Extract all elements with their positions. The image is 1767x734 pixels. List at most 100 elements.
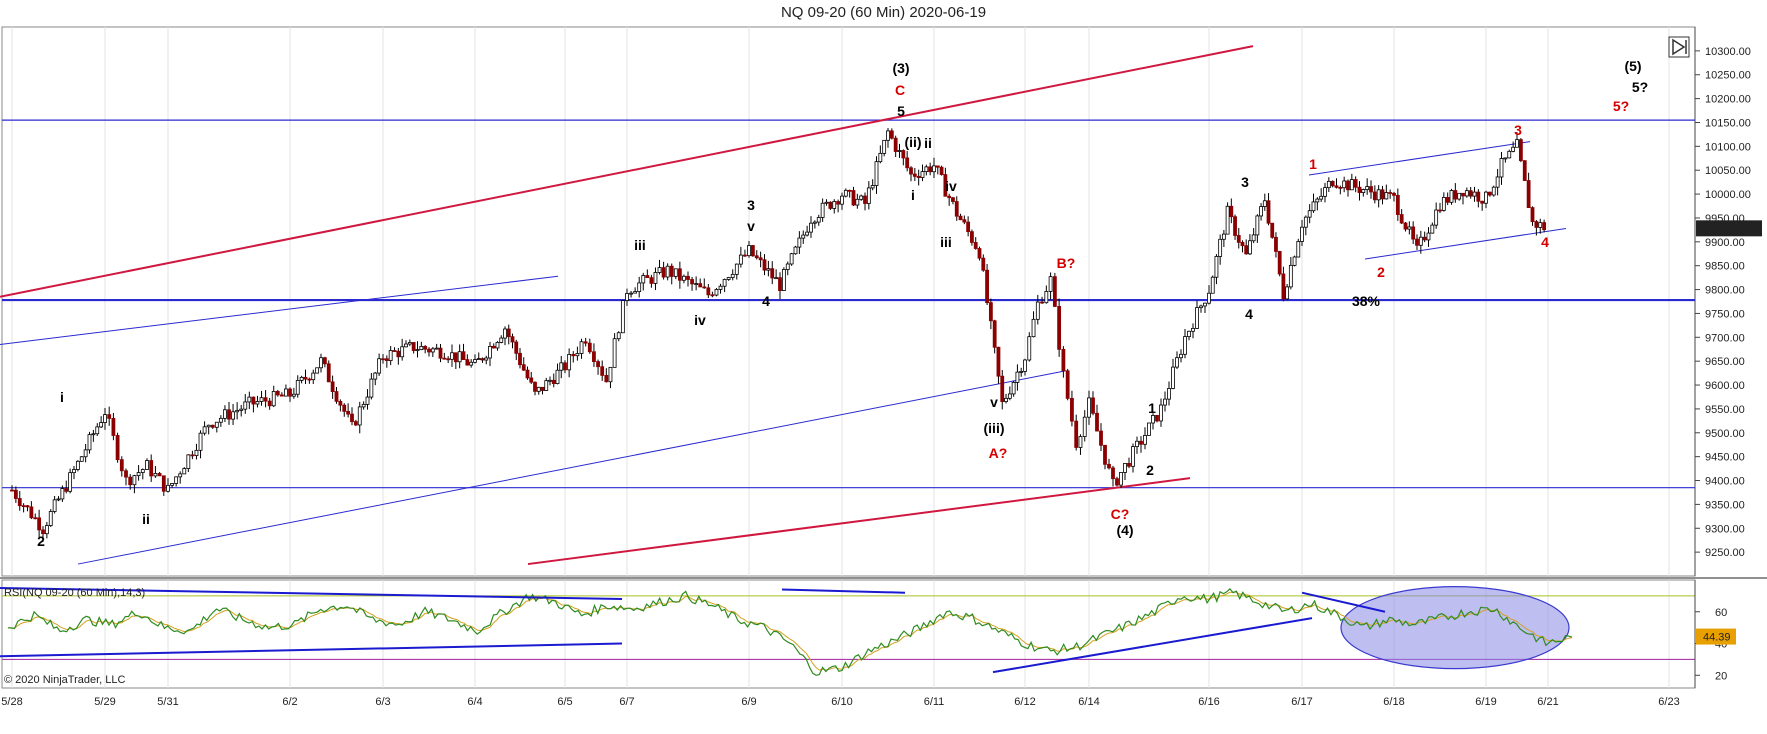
price-candle xyxy=(1044,291,1049,304)
price-candle xyxy=(1040,301,1044,304)
price-candle xyxy=(161,475,166,492)
wave-label: C xyxy=(895,82,905,98)
price-candle xyxy=(657,267,662,273)
price-candle xyxy=(805,231,810,236)
price-candle xyxy=(843,189,848,197)
x-tick-label: 6/17 xyxy=(1291,696,1312,708)
price-candle xyxy=(17,498,22,507)
price-candle xyxy=(1491,186,1496,196)
price-candle xyxy=(87,434,92,451)
price-candle xyxy=(661,267,666,278)
price-candle xyxy=(1418,236,1423,246)
price-candle xyxy=(633,291,638,294)
wave-label: 2 xyxy=(1146,462,1154,478)
price-candle xyxy=(629,292,633,295)
price-candle xyxy=(809,222,813,233)
price-candle xyxy=(962,219,967,223)
x-tick-label: 5/31 xyxy=(157,696,178,708)
price-candle xyxy=(996,346,1001,377)
price-candle xyxy=(928,166,933,173)
price-candle xyxy=(400,346,405,358)
price-candle xyxy=(430,348,435,353)
price-candle xyxy=(415,349,420,352)
price-candle xyxy=(939,166,944,175)
price-candle xyxy=(365,396,370,405)
price-candle xyxy=(322,357,327,365)
price-candle xyxy=(981,257,986,271)
price-candle xyxy=(637,282,642,292)
price-candle xyxy=(1011,382,1016,395)
price-candle xyxy=(1392,192,1396,196)
price-candle xyxy=(334,391,339,402)
price-candle xyxy=(828,201,833,209)
y-tick-label: 9250.00 xyxy=(1705,547,1745,559)
price-candle xyxy=(958,215,963,221)
price-candle xyxy=(291,393,296,397)
price-candle xyxy=(1023,359,1027,372)
y-tick-label: 10050.00 xyxy=(1705,165,1751,177)
price-candle xyxy=(140,469,145,473)
price-candle xyxy=(1082,416,1087,437)
price-candle xyxy=(115,435,120,461)
price-candle xyxy=(533,381,537,392)
price-candle xyxy=(37,517,42,531)
price-candle xyxy=(1346,180,1350,191)
wave-label: iv xyxy=(945,178,957,194)
price-candle xyxy=(357,406,362,426)
price-candle xyxy=(279,394,284,397)
price-candle xyxy=(1296,241,1301,258)
price-candle xyxy=(820,202,825,218)
y-tick-label: 9600.00 xyxy=(1705,380,1745,392)
price-candle xyxy=(1229,205,1234,218)
price-candle xyxy=(1107,463,1111,469)
price-candle xyxy=(1369,186,1373,193)
y-tick-label: 9750.00 xyxy=(1705,308,1745,320)
price-pane xyxy=(1,26,1696,577)
rsi-trendline xyxy=(992,617,1313,674)
price-candle xyxy=(706,287,711,296)
price-candle xyxy=(1151,414,1155,424)
price-candle xyxy=(124,470,128,478)
price-candle xyxy=(239,408,244,411)
price-candle xyxy=(10,489,14,492)
wave-label: i xyxy=(60,389,64,405)
price-candle xyxy=(905,157,910,169)
price-candle xyxy=(943,174,948,197)
price-candle xyxy=(1461,192,1465,197)
price-candle xyxy=(1399,214,1404,224)
price-candle xyxy=(1225,205,1230,235)
wave-label: 2 xyxy=(37,533,45,549)
rsi-trendline xyxy=(0,642,623,658)
price-candle xyxy=(992,320,997,348)
price-candle xyxy=(816,217,821,223)
price-candle xyxy=(1191,327,1195,332)
price-candle xyxy=(690,279,694,285)
wave-label: 3 xyxy=(1241,174,1249,190)
price-candle xyxy=(1281,273,1286,300)
price-candle xyxy=(682,275,686,281)
price-candle xyxy=(536,386,541,392)
price-candle xyxy=(988,302,993,322)
price-candle xyxy=(1511,146,1516,152)
price-candle xyxy=(1143,435,1147,445)
y-tick-label: 10250.00 xyxy=(1705,70,1751,82)
price-candle xyxy=(33,517,38,520)
price-candle xyxy=(388,350,393,361)
price-candle xyxy=(901,150,906,159)
price-candle xyxy=(1365,186,1370,190)
price-candle xyxy=(1384,192,1389,200)
wave-label: 3 xyxy=(747,197,755,213)
price-candle xyxy=(170,483,174,486)
price-candle xyxy=(1319,195,1324,200)
price-candle xyxy=(1187,330,1191,338)
price-candle xyxy=(149,460,154,477)
wave-label: iv xyxy=(694,312,706,328)
wave-label: 38% xyxy=(1352,293,1381,309)
price-candle xyxy=(1357,186,1362,193)
price-candle xyxy=(1300,226,1304,242)
price-candle xyxy=(423,346,428,350)
price-candle xyxy=(1207,292,1211,304)
x-tick-label: 6/9 xyxy=(741,696,756,708)
price-candle xyxy=(824,201,829,204)
price-candle xyxy=(107,414,112,419)
